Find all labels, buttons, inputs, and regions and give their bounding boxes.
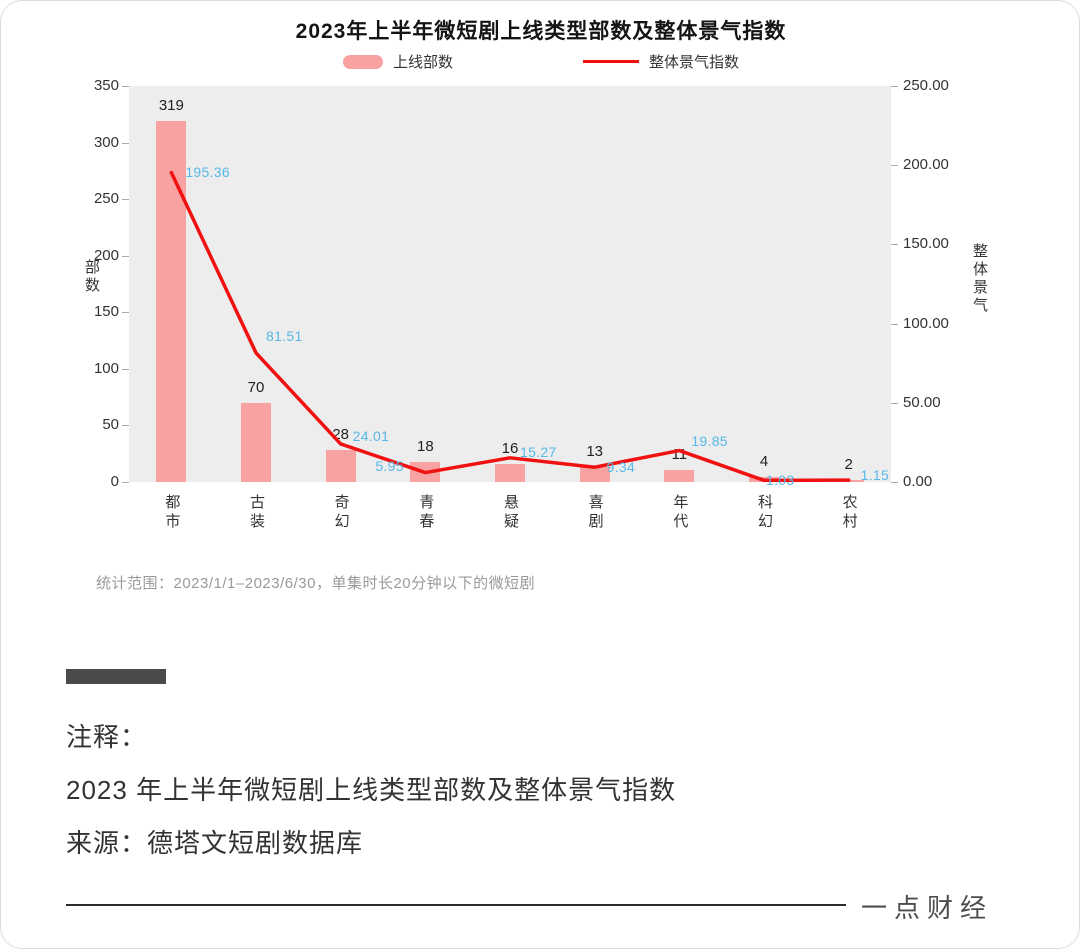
line-value-label: 1.15 [860, 467, 890, 484]
y-axis-tick-mark-left [122, 142, 129, 144]
y-axis-tick-mark-left [122, 255, 129, 257]
y-axis-tick-label-right: 250.00 [903, 77, 949, 94]
note-source-line: 来源：德塔文短剧数据库 [66, 828, 364, 858]
legend-item-bars: 上线部数 [342, 51, 453, 72]
x-axis-label: 喜剧 [586, 494, 604, 532]
y-axis-tick-mark-left [122, 368, 129, 370]
line-value-label: 195.36 [185, 163, 230, 180]
line-value-label: 19.85 [691, 432, 728, 449]
bar-value-label: 18 [416, 437, 434, 455]
bar-value-label: 2 [844, 455, 853, 473]
right-axis-title: 整体景气 [971, 243, 988, 315]
bar-value-label: 70 [247, 378, 265, 396]
bar-value-label: 13 [586, 443, 603, 461]
x-axis-label: 古装 [248, 494, 265, 532]
trend-line [169, 170, 851, 483]
y-axis-tick-label-left: 200 [93, 246, 119, 264]
y-axis-tick-mark-right [891, 402, 898, 404]
y-axis-tick-label-left: 300 [93, 133, 119, 151]
x-axis-label: 都市 [163, 494, 181, 532]
y-axis-tick-mark-right [891, 244, 898, 246]
note-section: 注释： 2023 年上半年微短剧上线类型部数及整体景气指数 来源：德塔文短剧数据… [66, 711, 676, 870]
x-axis-label: 奇幻 [332, 494, 350, 532]
y-axis-tick-label-right: 50.00 [903, 393, 941, 411]
legend-item-line: 整体景气指数 [583, 51, 739, 72]
bar-value-label: 319 [158, 97, 184, 115]
legend-line-label: 整体景气指数 [649, 54, 740, 71]
note-label: 注释： [66, 722, 148, 752]
line-value-label: 9.34 [606, 459, 636, 476]
y-axis-tick-mark-left [122, 312, 129, 314]
y-axis-tick-label-left: 100 [93, 359, 119, 377]
y-axis-tick-mark-left [122, 86, 129, 87]
note-title-line: 2023 年上半年微短剧上线类型部数及整体景气指数 [66, 775, 677, 805]
y-axis-tick-mark-left [122, 425, 129, 427]
legend-bar-swatch [342, 54, 383, 69]
chart-footnote: 统计范围：2023/1/1–2023/6/30，单集时长20分钟以下的微短剧 [96, 575, 536, 592]
legend-line-swatch [583, 60, 639, 63]
bar-value-label: 4 [759, 453, 769, 471]
trend-line-path [169, 170, 851, 483]
y-axis-tick-label-left: 50 [102, 416, 119, 434]
x-axis-label: 科幻 [756, 494, 773, 532]
y-axis-tick-mark-right [891, 323, 898, 325]
chart-title: 2023年上半年微短剧上线类型部数及整体景气指数 [295, 20, 787, 43]
y-axis-tick-label-right: 100.00 [903, 314, 949, 332]
line-value-label: 24.01 [352, 427, 390, 444]
chart: 2023年上半年微短剧上线类型部数及整体景气指数 上线部数 整体景气指数 部数 … [1, 1, 1079, 641]
y-axis-tick-label-right: 150.00 [903, 235, 949, 253]
bar [664, 469, 695, 482]
y-axis-tick-label-left: 0 [110, 473, 119, 490]
x-axis-label: 青春 [417, 494, 435, 532]
legend: 上线部数 整体景气指数 [1, 51, 1079, 72]
left-axis-title: 部数 [83, 259, 100, 295]
line-value-label: 81.51 [266, 327, 303, 344]
y-axis-tick-label-left: 350 [93, 77, 119, 94]
bar-value-label: 16 [501, 439, 519, 457]
y-axis-tick-label-left: 150 [93, 303, 119, 321]
y-axis-tick-mark-right [891, 482, 898, 483]
bar [579, 467, 610, 482]
footer-divider [66, 904, 846, 906]
y-axis-tick-mark-left [122, 482, 129, 483]
line-value-label: 1.03 [766, 472, 795, 489]
line-value-label: 15.27 [520, 443, 557, 460]
y-axis-tick-label-right: 0.00 [903, 473, 933, 490]
legend-bar-label: 上线部数 [392, 54, 453, 71]
brand-name: 一点财经 [861, 893, 994, 923]
y-axis-tick-mark-right [891, 86, 898, 87]
bar [241, 402, 271, 482]
bar [495, 463, 525, 482]
x-axis-label: 农村 [840, 494, 858, 532]
accent-bar [66, 669, 166, 684]
x-axis-label: 悬疑 [502, 494, 519, 532]
y-axis-tick-label-right: 200.00 [903, 156, 949, 174]
bar [325, 450, 356, 482]
bar [156, 121, 187, 482]
y-axis-tick-label-left: 250 [93, 190, 119, 208]
x-axis-label: 年代 [671, 494, 689, 532]
y-axis-tick-mark-right [891, 165, 898, 167]
y-axis-tick-mark-left [122, 199, 129, 201]
line-value-label: 5.95 [375, 457, 404, 474]
